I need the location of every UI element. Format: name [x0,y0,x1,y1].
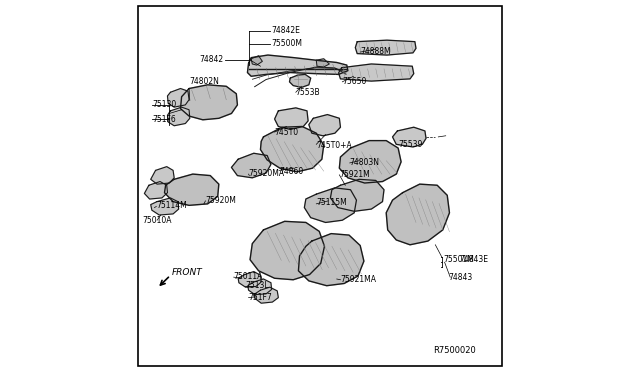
Polygon shape [238,272,261,287]
Polygon shape [248,55,348,76]
Polygon shape [316,59,330,67]
Text: 75115M: 75115M [316,198,347,207]
Polygon shape [151,198,179,215]
Polygon shape [339,64,413,81]
Polygon shape [289,74,310,87]
Text: 75114M: 75114M [156,201,187,210]
Text: 7513L: 7513L [245,281,269,290]
Polygon shape [386,184,449,245]
Text: 75011A: 75011A [234,272,263,281]
Text: R7500020: R7500020 [433,346,476,355]
Text: 751F6: 751F6 [152,115,175,124]
Text: 75921MA: 75921MA [340,275,376,283]
Text: FRONT: FRONT [172,268,203,277]
Polygon shape [168,107,190,126]
Polygon shape [232,153,271,178]
Text: 745T0+A: 745T0+A [316,141,352,150]
Text: 75130: 75130 [152,100,176,109]
Polygon shape [309,115,340,136]
Text: 74803N: 74803N [349,158,380,167]
Polygon shape [298,234,364,286]
Text: 75539: 75539 [398,140,422,149]
Text: 75920M: 75920M [205,196,236,205]
Polygon shape [330,179,384,211]
Text: 75921M: 75921M [339,170,370,179]
Text: 751F7: 751F7 [248,293,273,302]
Text: 75500M: 75500M [271,39,302,48]
Polygon shape [145,182,168,199]
Polygon shape [164,174,219,205]
Text: 74843: 74843 [449,273,472,282]
Text: 74842: 74842 [199,55,223,64]
Polygon shape [275,108,308,129]
Polygon shape [168,89,189,107]
Text: 75920MA: 75920MA [248,169,285,178]
Text: 74860: 74860 [279,167,303,176]
Text: 74843E: 74843E [460,255,488,264]
Polygon shape [305,188,356,222]
Polygon shape [251,56,262,65]
Polygon shape [355,40,416,55]
Polygon shape [392,127,426,147]
Text: 75501M: 75501M [444,255,474,264]
Polygon shape [260,126,324,172]
Text: 7553B: 7553B [296,88,321,97]
Text: 74802N: 74802N [189,77,219,86]
Text: 75010A: 75010A [142,216,172,225]
Text: 74888M: 74888M [360,47,391,56]
Polygon shape [180,85,237,120]
Polygon shape [151,167,174,184]
Polygon shape [248,279,271,295]
Text: 74842E: 74842E [271,26,300,35]
Polygon shape [339,141,401,183]
Text: 745T0: 745T0 [275,128,299,137]
Polygon shape [250,221,324,280]
Text: 75650: 75650 [342,77,367,86]
Polygon shape [254,287,278,303]
